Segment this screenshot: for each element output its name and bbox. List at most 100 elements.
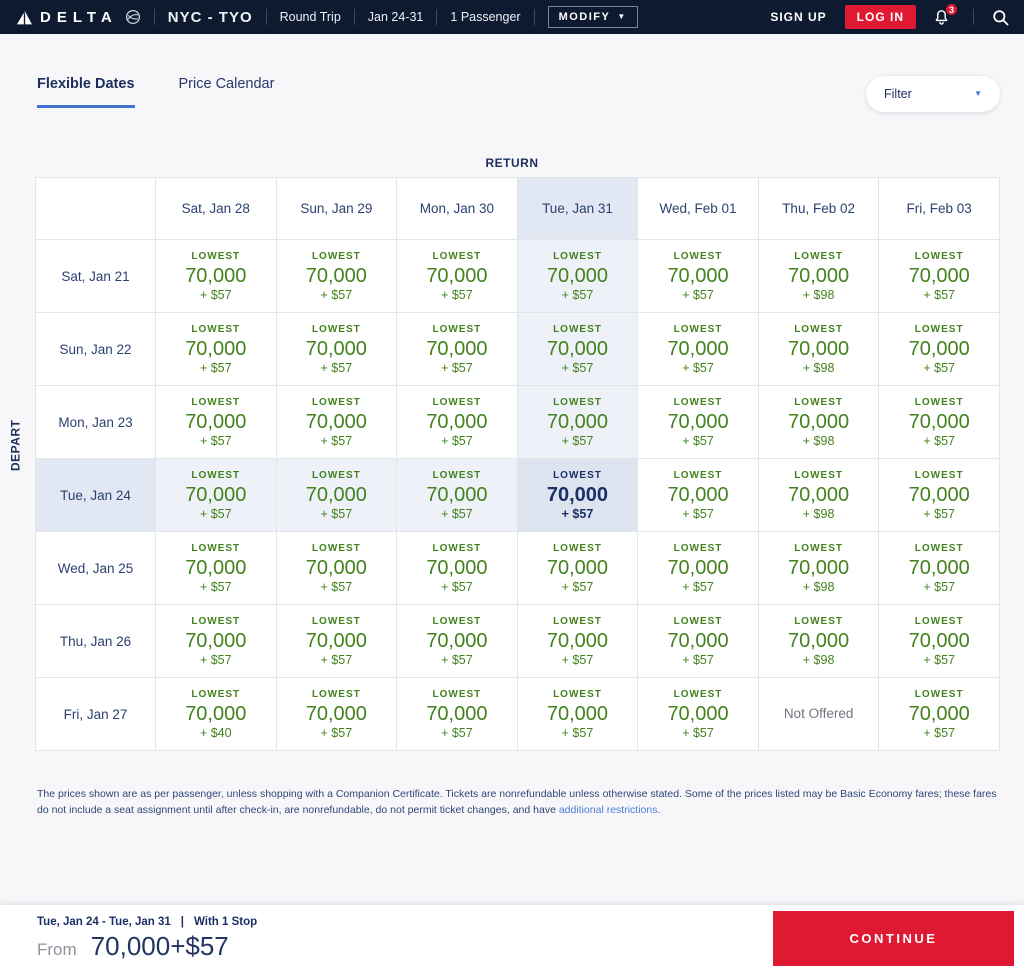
fare-cell[interactable]: LOWEST 70,000 + $98 (757, 385, 880, 459)
fare-tier-label: LOWEST (673, 542, 723, 554)
fare-cell[interactable]: LOWEST 70,000 + $57 (878, 385, 1000, 459)
modify-button[interactable]: MODIFY ▼ (547, 6, 638, 28)
nav-divider (153, 9, 155, 25)
fare-cash: + $57 (682, 652, 714, 667)
depart-date-header[interactable]: Sun, Jan 22 (35, 312, 156, 386)
stops-label: With 1 Stop (194, 915, 258, 928)
fare-cell[interactable]: LOWEST 70,000 + $40 (155, 677, 277, 751)
fare-cell[interactable]: LOWEST 70,000 + $57 (637, 239, 759, 313)
fare-cell[interactable]: LOWEST 70,000 + $57 (516, 677, 639, 751)
tab-flexible-dates[interactable]: Flexible Dates (37, 76, 135, 108)
fare-tier-label: LOWEST (311, 542, 361, 554)
fare-cell[interactable]: LOWEST 70,000 + $57 (637, 531, 759, 605)
fare-cell[interactable]: LOWEST 70,000 + $57 (396, 312, 518, 386)
fare-cash: + $57 (561, 725, 594, 740)
fare-cell[interactable]: LOWEST 70,000 + $57 (878, 531, 1000, 605)
depart-date-header[interactable]: Wed, Jan 25 (35, 531, 156, 605)
fare-cell[interactable]: LOWEST 70,000 + $57 (516, 385, 639, 459)
fare-cell[interactable]: LOWEST 70,000 + $57 (878, 677, 1000, 751)
fare-cell[interactable]: LOWEST 70,000 + $57 (275, 677, 398, 751)
fare-cell[interactable]: LOWEST 70,000 + $57 (637, 385, 759, 459)
fare-cell[interactable]: LOWEST 70,000 + $57 (155, 239, 277, 313)
fare-cell[interactable]: LOWEST 70,000 + $98 (757, 458, 880, 532)
return-date-header[interactable]: Sat, Jan 28 (155, 177, 277, 240)
fare-cell[interactable]: LOWEST 70,000 + $57 (516, 239, 639, 313)
fare-cell[interactable]: LOWEST 70,000 + $98 (757, 531, 880, 605)
fare-cell[interactable]: LOWEST 70,000 + $57 (516, 312, 639, 386)
fare-cell[interactable]: LOWEST 70,000 + $57 (878, 239, 1000, 313)
fare-cell[interactable]: LOWEST 70,000 + $57 (155, 604, 277, 678)
fare-cell[interactable]: LOWEST 70,000 + $57 (637, 604, 759, 678)
delta-logo[interactable]: DELTA (16, 9, 141, 26)
fare-miles: 70,000 (426, 483, 488, 506)
fare-cell[interactable]: LOWEST 70,000 + $57 (275, 312, 398, 386)
return-date-header[interactable]: Tue, Jan 31 (516, 177, 639, 240)
fare-cell[interactable]: LOWEST 70,000 + $98 (757, 604, 880, 678)
fare-miles: 70,000 (667, 629, 729, 652)
fare-cell[interactable]: LOWEST 70,000 + $57 (155, 531, 277, 605)
return-date-header[interactable]: Mon, Jan 30 (396, 177, 518, 240)
fare-cell[interactable]: LOWEST 70,000 + $57 (275, 239, 398, 313)
fare-tier-label: LOWEST (191, 469, 241, 481)
fare-tier-label: LOWEST (553, 323, 602, 335)
fare-miles: 70,000 (305, 702, 367, 725)
return-date-header[interactable]: Thu, Feb 02 (757, 177, 880, 240)
depart-date-header[interactable]: Tue, Jan 24 (35, 458, 156, 532)
fare-cell[interactable]: LOWEST 70,000 + $57 (155, 312, 277, 386)
fare-cell[interactable]: LOWEST 70,000 + $57 (155, 385, 277, 459)
fare-cell[interactable]: LOWEST 70,000 + $57 (516, 531, 639, 605)
fare-cell[interactable]: LOWEST 70,000 + $98 (757, 239, 880, 313)
fare-cell[interactable]: LOWEST 70,000 + $57 (396, 458, 518, 532)
fare-cell[interactable]: LOWEST 70,000 + $57 (396, 677, 518, 751)
fare-tier-label: LOWEST (311, 615, 361, 627)
return-date-header[interactable]: Sun, Jan 29 (275, 177, 398, 240)
continue-button[interactable]: CONTINUE (773, 911, 1014, 966)
log-in-button[interactable]: LOG IN (844, 5, 916, 29)
depart-date-header[interactable]: Thu, Jan 26 (35, 604, 156, 678)
nav-divider (265, 9, 267, 25)
return-date-header[interactable]: Fri, Feb 03 (878, 177, 1000, 240)
delta-widget-icon (17, 10, 32, 24)
fare-cell[interactable]: LOWEST 70,000 + $57 (878, 604, 1000, 678)
fare-cell[interactable]: LOWEST 70,000 + $57 (396, 531, 518, 605)
depart-date-header[interactable]: Mon, Jan 23 (35, 385, 156, 459)
fare-cash: + $40 (199, 725, 232, 740)
fare-cell[interactable]: LOWEST 70,000 + $57 (396, 385, 518, 459)
fare-cell[interactable]: LOWEST 70,000 + $57 (637, 312, 759, 386)
depart-date-header[interactable]: Sat, Jan 21 (35, 239, 156, 313)
fare-cell[interactable]: LOWEST 70,000 + $57 (155, 458, 277, 532)
additional-restrictions-link[interactable]: additional restrictions. (558, 803, 661, 816)
fare-cell[interactable]: LOWEST 70,000 + $57 (275, 385, 398, 459)
depart-date-header[interactable]: Fri, Jan 27 (35, 677, 156, 751)
filter-dropdown[interactable]: Filter ▼ (866, 76, 1000, 112)
fare-cell[interactable]: LOWEST 70,000 + $57 (275, 458, 398, 532)
fare-cell[interactable]: LOWEST 70,000 + $98 (757, 312, 880, 386)
fare-tier-label: LOWEST (432, 615, 482, 627)
fare-cell[interactable]: LOWEST 70,000 + $57 (516, 604, 639, 678)
fare-cell[interactable]: LOWEST 70,000 + $57 (396, 604, 518, 678)
fare-miles: 70,000 (426, 629, 488, 652)
nav-divider (533, 9, 535, 25)
sign-up-link[interactable]: SIGN UP (770, 10, 827, 24)
fare-cell[interactable]: LOWEST 70,000 + $57 (396, 239, 518, 313)
fare-cash: + $57 (320, 360, 353, 375)
fare-cell[interactable]: LOWEST 70,000 + $57 (637, 677, 759, 751)
tab-price-calendar[interactable]: Price Calendar (178, 76, 275, 92)
nav-divider (973, 9, 974, 25)
fare-tier-label: LOWEST (553, 396, 602, 408)
fare-miles: 70,000 (305, 483, 367, 506)
fare-cell[interactable]: LOWEST 70,000 + $57 (516, 458, 639, 532)
fare-tier-label: LOWEST (914, 469, 964, 481)
fare-cell[interactable]: LOWEST 70,000 + $57 (275, 604, 398, 678)
fare-cell[interactable]: LOWEST 70,000 + $57 (637, 458, 759, 532)
notifications-button[interactable]: 3 (932, 3, 958, 27)
return-date-header[interactable]: Wed, Feb 01 (637, 177, 759, 240)
fare-cell-not-offered[interactable]: Not Offered (757, 677, 880, 751)
fare-cell[interactable]: LOWEST 70,000 + $57 (878, 458, 1000, 532)
fare-cell[interactable]: LOWEST 70,000 + $57 (878, 312, 1000, 386)
search-button[interactable] (991, 8, 1010, 27)
fare-cell[interactable]: LOWEST 70,000 + $57 (275, 531, 398, 605)
fare-cash: + $57 (682, 725, 714, 740)
fare-miles: 70,000 (185, 410, 247, 433)
fare-miles: 70,000 (305, 556, 367, 579)
